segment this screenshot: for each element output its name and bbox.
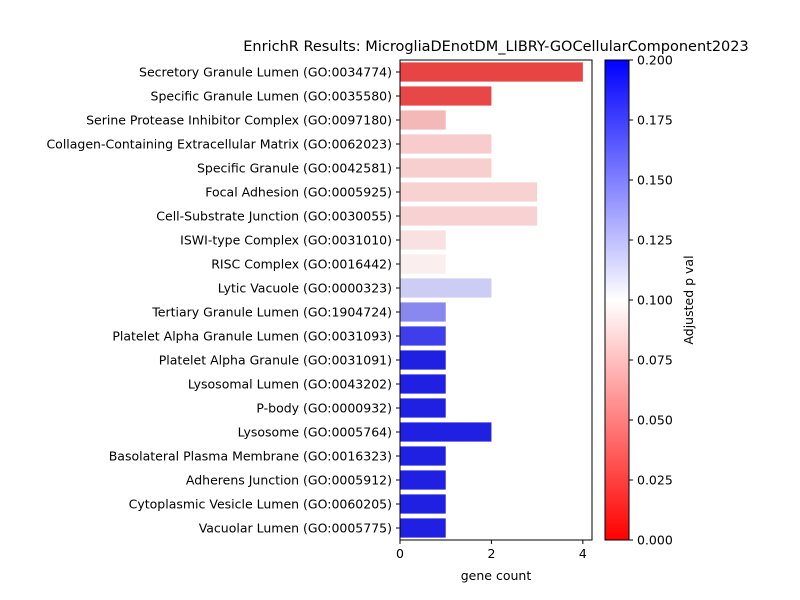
x-tick-label: 2 <box>487 546 495 561</box>
colorbar-tick-label: 0.150 <box>637 173 673 188</box>
colorbar <box>604 59 630 541</box>
category-labels: Secretory Granule Lumen (GO:0034774) Spec… <box>46 65 400 536</box>
category-label: Platelet Alpha Granule (GO:0031091) <box>159 353 392 368</box>
bar <box>400 446 446 466</box>
bar <box>400 374 446 394</box>
bar <box>400 62 583 82</box>
colorbar-tick-label: 0.075 <box>637 353 673 368</box>
bar <box>400 278 492 298</box>
x-tick-label: 4 <box>579 546 587 561</box>
category-label: P-body (GO:0000932) <box>256 401 392 416</box>
bar <box>400 230 446 250</box>
bars-layer <box>400 62 583 538</box>
category-label: Lytic Vacuole (GO:0000323) <box>218 281 392 296</box>
category-label: Cell-Substrate Junction (GO:0030055) <box>156 209 392 224</box>
bar <box>400 350 446 370</box>
bar <box>400 206 538 226</box>
category-label: Lysosome (GO:0005764) <box>238 425 392 440</box>
colorbar-tick-label: 0.000 <box>637 533 673 548</box>
bar <box>400 254 446 274</box>
category-label: Specific Granule (GO:0042581) <box>197 161 392 176</box>
category-label: Secretory Granule Lumen (GO:0034774) <box>139 65 392 80</box>
bar <box>400 110 446 130</box>
bar <box>400 422 492 442</box>
category-label: Lysosomal Lumen (GO:0043202) <box>188 377 392 392</box>
x-tick-label: 0 <box>396 546 404 561</box>
bar <box>400 158 492 178</box>
category-label: Collagen-Containing Extracellular Matrix… <box>46 137 392 152</box>
bar <box>400 302 446 322</box>
colorbar-ticks: 0.000 0.025 0.050 0.075 0.100 0.125 0.150 0.175… <box>629 53 673 548</box>
bar <box>400 134 492 154</box>
x-axis: 0 2 4 <box>396 540 587 561</box>
category-label: Tertiary Granule Lumen (GO:1904724) <box>151 305 392 320</box>
x-axis-label: gene count <box>461 568 532 583</box>
category-label: Focal Adhesion (GO:0005925) <box>205 185 392 200</box>
bar <box>400 326 446 346</box>
colorbar-tick-label: 0.050 <box>637 413 673 428</box>
category-label: Serine Protease Inhibitor Complex (GO:00… <box>86 113 392 128</box>
category-label: Adherens Junction (GO:0005912) <box>186 473 392 488</box>
colorbar-label: Adjusted p val <box>681 255 696 344</box>
colorbar-tick-label: 0.025 <box>637 473 673 488</box>
category-label: Cytoplasmic Vesicle Lumen (GO:0060205) <box>129 497 392 512</box>
category-label: ISWI-type Complex (GO:0031010) <box>180 233 392 248</box>
bar <box>400 470 446 490</box>
bar <box>400 398 446 418</box>
colorbar-tick-label: 0.200 <box>637 53 673 68</box>
category-label: Specific Granule Lumen (GO:0035580) <box>151 89 392 104</box>
colorbar-tick-label: 0.100 <box>637 293 673 308</box>
colorbar-tick-label: 0.125 <box>637 233 673 248</box>
chart-title: EnrichR Results: MicrogliaDEnotDM_LIBRY-… <box>243 39 748 55</box>
plot-frame <box>399 59 593 541</box>
category-label: Basolateral Plasma Membrane (GO:0016323) <box>109 449 392 464</box>
bar <box>400 86 492 106</box>
category-label: RISC Complex (GO:0016442) <box>211 257 392 272</box>
colorbar-tick-label: 0.175 <box>637 113 673 128</box>
bar <box>400 494 446 514</box>
category-label: Vacuolar Lumen (GO:0005775) <box>199 521 392 536</box>
bar <box>400 182 538 202</box>
category-label: Platelet Alpha Granule Lumen (GO:0031093… <box>112 329 392 344</box>
bar <box>400 518 446 538</box>
